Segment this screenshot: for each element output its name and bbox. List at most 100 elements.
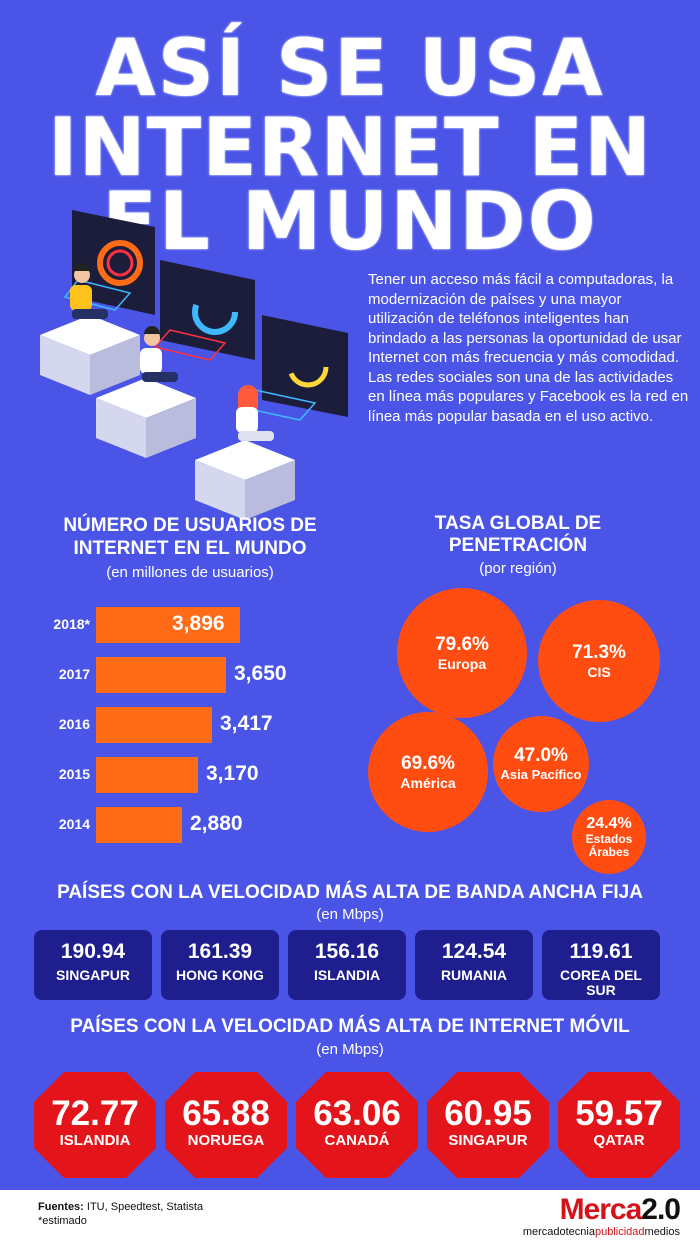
users-title-line-2: INTERNET EN EL MUNDO [73,538,307,559]
bar-year-label: 2016 [58,716,90,732]
octagon-shape [427,1072,549,1178]
region-circle-europa: 79.6% Europa [397,588,527,718]
region-name: Europa [437,656,487,672]
mobile-value: 72.77 [51,1094,139,1133]
broadband-value: 156.16 [314,940,380,963]
mobile-value: 60.95 [444,1094,532,1133]
broadband-country: HONG KONG [176,967,264,983]
broadband-value: 161.39 [187,940,253,963]
sources-text: ITU, Speedtest, Statista [86,1201,204,1213]
mobile-box: 72.77 ISLANDIA [34,1072,156,1178]
sources: Fuentes: ITU, Speedtest, Statista *estim… [38,1200,203,1228]
intro-paragraph: Tener un acceso más fácil a computadoras… [368,271,689,425]
bar-year-label: 2014 [58,816,90,832]
region-name: CIS [587,664,611,680]
mobile-value: 59.57 [575,1094,663,1133]
mobile-subtitle: (en Mbps) [316,1041,384,1058]
bar [96,657,226,693]
mobile-country: SINGAPUR [448,1132,528,1149]
users-title-line-1: NÚMERO DE USUARIOS DE [63,515,317,536]
mobile-country: NORUEGA [187,1132,265,1149]
octagon-shape [558,1072,680,1178]
region-pct: 47.0% [514,745,568,766]
users-subtitle: (en millones de usuarios) [106,564,274,581]
cube-3 [195,440,295,520]
bar-value-label: 2,880 [190,812,243,835]
broadband-country: ISLANDIA [313,967,381,983]
bar-year-label: 2017 [58,666,90,682]
region-circle-cis: 71.3% CIS [538,600,660,722]
bar-row: 2017 3,650 [30,657,350,693]
person-1 [70,263,108,319]
broadband-title: PAÍSES CON LA VELOCIDAD MÁS ALTA DE BAND… [57,882,643,903]
logo-version: 2.0 [641,1193,681,1226]
footer: Fuentes: ITU, Speedtest, Statista *estim… [0,1190,700,1245]
region-name: América [400,775,456,791]
region-circle-estados-arabes: 24.4% Estados Árabes [572,800,646,874]
broadband-value: 190.94 [60,940,126,963]
region-name: Asia Pacífico [500,767,582,782]
bar-value-label: 3,170 [206,762,259,785]
bar [96,607,240,643]
broadband-value: 124.54 [441,940,507,963]
mobile-country: ISLANDIA [59,1132,131,1149]
broadband-value: 119.61 [569,940,633,963]
broadband-box: 119.61 COREA DEL SUR [542,930,660,1000]
cube-2 [96,378,196,458]
penetration-title-line-1: TASA GLOBAL DE [434,513,602,534]
bar-value-label: 3,417 [220,712,273,735]
person-3 [236,385,274,441]
broadband-country: SINGAPUR [56,967,130,983]
octagon-shape [296,1072,418,1178]
bar [96,707,212,743]
mobile-box: 59.57 QATAR [558,1072,680,1178]
bar-row: 2016 3,417 [30,707,350,743]
cube-1 [40,315,140,395]
mobile-box: 63.06 CANADÁ [296,1072,418,1178]
region-name: Estados Árabes [585,832,633,859]
region-circle-asia-pacifico: 47.0% Asia Pacífico [493,716,589,812]
region-pct: 71.3% [572,642,626,663]
penetration-title-line-2: PENETRACIÓN [448,535,588,556]
mobile-title: PAÍSES CON LA VELOCIDAD MÁS ALTA DE INTE… [70,1016,630,1037]
merca-logo[interactable]: Merca2.0 mercadotecniapublicidadmedios [522,1193,681,1239]
screen-1 [72,210,155,315]
bar-year-label: 2018* [53,616,90,632]
mobile-country: CANADÁ [324,1132,390,1149]
bar [96,757,198,793]
mobile-box: 60.95 SINGAPUR [427,1072,549,1178]
broadband-country: COREA DEL SUR [560,967,642,998]
region-pct: 69.6% [401,753,455,774]
logo-tag-3: medios [644,1226,680,1238]
mobile-value: 65.88 [182,1094,270,1133]
broadband-box: 161.39 HONG KONG [161,930,279,1000]
title-line-2: INTERNET EN [47,101,653,194]
bar-value-label: 3,896 [172,612,225,635]
title-line-3: EL MUNDO [102,175,598,268]
bar-year-label: 2015 [58,766,90,782]
logo-tag-1: mercadotecnia [522,1226,595,1238]
screen-3 [262,315,348,417]
logo-tag-2: publicidad [594,1226,645,1238]
broadband-box: 190.94 SINGAPUR [34,930,152,1000]
bar [96,807,182,843]
title-line-1: ASÍ SE USA [95,24,605,114]
broadband-box: 124.54 RUMANIA [415,930,533,1000]
octagon-shape [165,1072,287,1178]
broadband-box: 156.16 ISLANDIA [288,930,406,1000]
bar-value-label: 3,650 [234,662,287,685]
mobile-box: 65.88 NORUEGA [165,1072,287,1178]
bar-row: 2018* 3,896 [30,607,350,643]
region-circle-america: 69.6% América [368,712,488,832]
estimate-note: *estimado [38,1215,87,1227]
region-pct: 79.6% [435,634,489,655]
screen-2 [160,260,255,360]
region-pct: 24.4% [586,815,632,832]
broadband-country: RUMANIA [440,967,508,983]
mobile-value: 63.06 [313,1094,401,1133]
sources-label: Fuentes: [38,1201,84,1213]
broadband-subtitle: (en Mbps) [316,906,384,923]
people-at-screens-illustration [40,210,348,520]
bar-row: 2015 3,170 [30,757,350,793]
person-2 [140,326,178,382]
